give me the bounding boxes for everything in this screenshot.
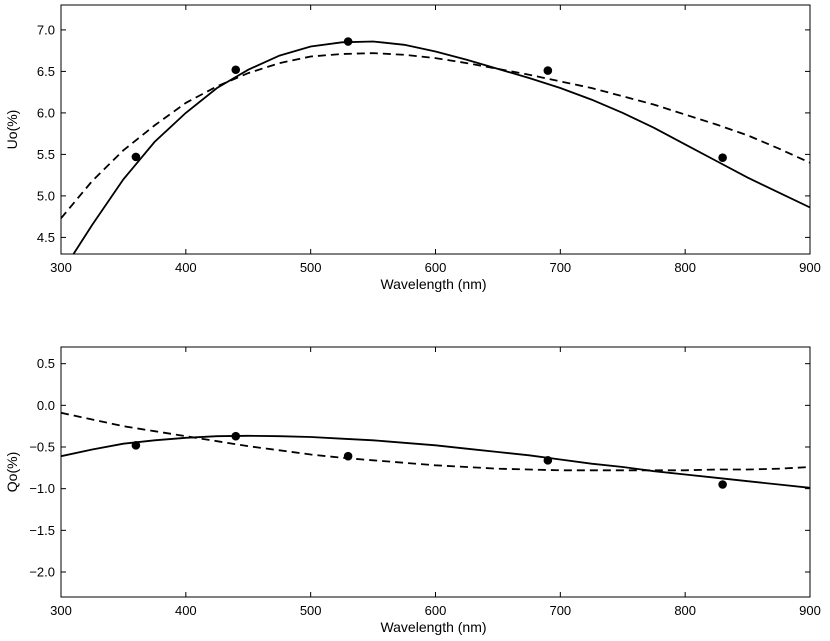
uo-y-tick-label: 5.0: [37, 188, 55, 203]
uo-plot-frame: [60, 4, 811, 255]
uo-x-tick-label: 700: [549, 260, 571, 275]
uo-data-point: [131, 152, 141, 162]
qo-x-tick-label: 600: [425, 603, 447, 618]
uo-x-tick-label: 600: [425, 260, 447, 275]
uo-x-tick-label: 800: [674, 260, 696, 275]
uo-y-axis-label: Uo(%): [4, 110, 20, 150]
uo-x-tick-label: 500: [300, 260, 322, 275]
qo-x-tick-label: 400: [175, 603, 197, 618]
qo-y-tick-label: −1.0: [29, 481, 55, 496]
qo-y-tick-label: −1.5: [29, 523, 55, 538]
uo-data-point: [718, 153, 727, 163]
uo-data-point: [231, 65, 241, 75]
qo-y-tick-label: −0.5: [29, 440, 55, 455]
qo-x-tick-label: 700: [549, 603, 571, 618]
qo-dashed-fit-line: [61, 411, 810, 472]
qo-x-tick-label: 900: [799, 603, 821, 618]
uo-x-tick-label: 300: [50, 260, 72, 275]
qo-y-tick-label: 0.0: [37, 398, 55, 413]
qo-data-point: [543, 456, 553, 465]
uo-x-tick-label: 400: [175, 260, 197, 275]
qo-y-axis-label: Qo(%): [4, 452, 20, 492]
qo-data-point: [718, 480, 727, 489]
qo-panel: 300 400 500 600 700 800 900 −2.0 −1.5 −1.0 −0.5 0.0…: [4, 346, 821, 635]
uo-y-tick-label: 6.0: [37, 105, 55, 120]
qo-data-point: [343, 451, 353, 461]
uo-y-tick-label: 4.5: [37, 230, 55, 245]
qo-solid-fit-line: [61, 434, 810, 489]
qo-y-tick-label: 0.5: [37, 356, 55, 371]
uo-data-point: [543, 66, 553, 75]
uo-y-tick-label: 5.5: [37, 147, 55, 162]
uo-dashed-fit-line: [61, 52, 810, 219]
qo-data-point: [231, 431, 241, 441]
qo-x-tick-label: 300: [50, 603, 72, 618]
qo-plot-frame: [60, 346, 811, 598]
qo-x-axis-label: Wavelength (nm): [380, 619, 486, 635]
uo-y-tick-label: 7.0: [37, 22, 55, 37]
uo-solid-fit-line: [72, 40, 810, 254]
qo-y-tick-label: −2.0: [29, 565, 55, 580]
uo-x-axis-label: Wavelength (nm): [380, 276, 486, 292]
uo-panel: 300 400 500 600 700 800 900 4.5 5.0 5.5 6.0 6.5 7.0 W…: [4, 4, 821, 292]
qo-x-tick-label: 800: [674, 603, 696, 618]
qo-x-tick-label: 500: [300, 603, 322, 618]
uo-y-tick-label: 6.5: [37, 64, 55, 79]
uo-data-point: [343, 37, 353, 46]
qo-data-point: [131, 441, 141, 450]
uo-x-tick-label: 900: [799, 260, 821, 275]
